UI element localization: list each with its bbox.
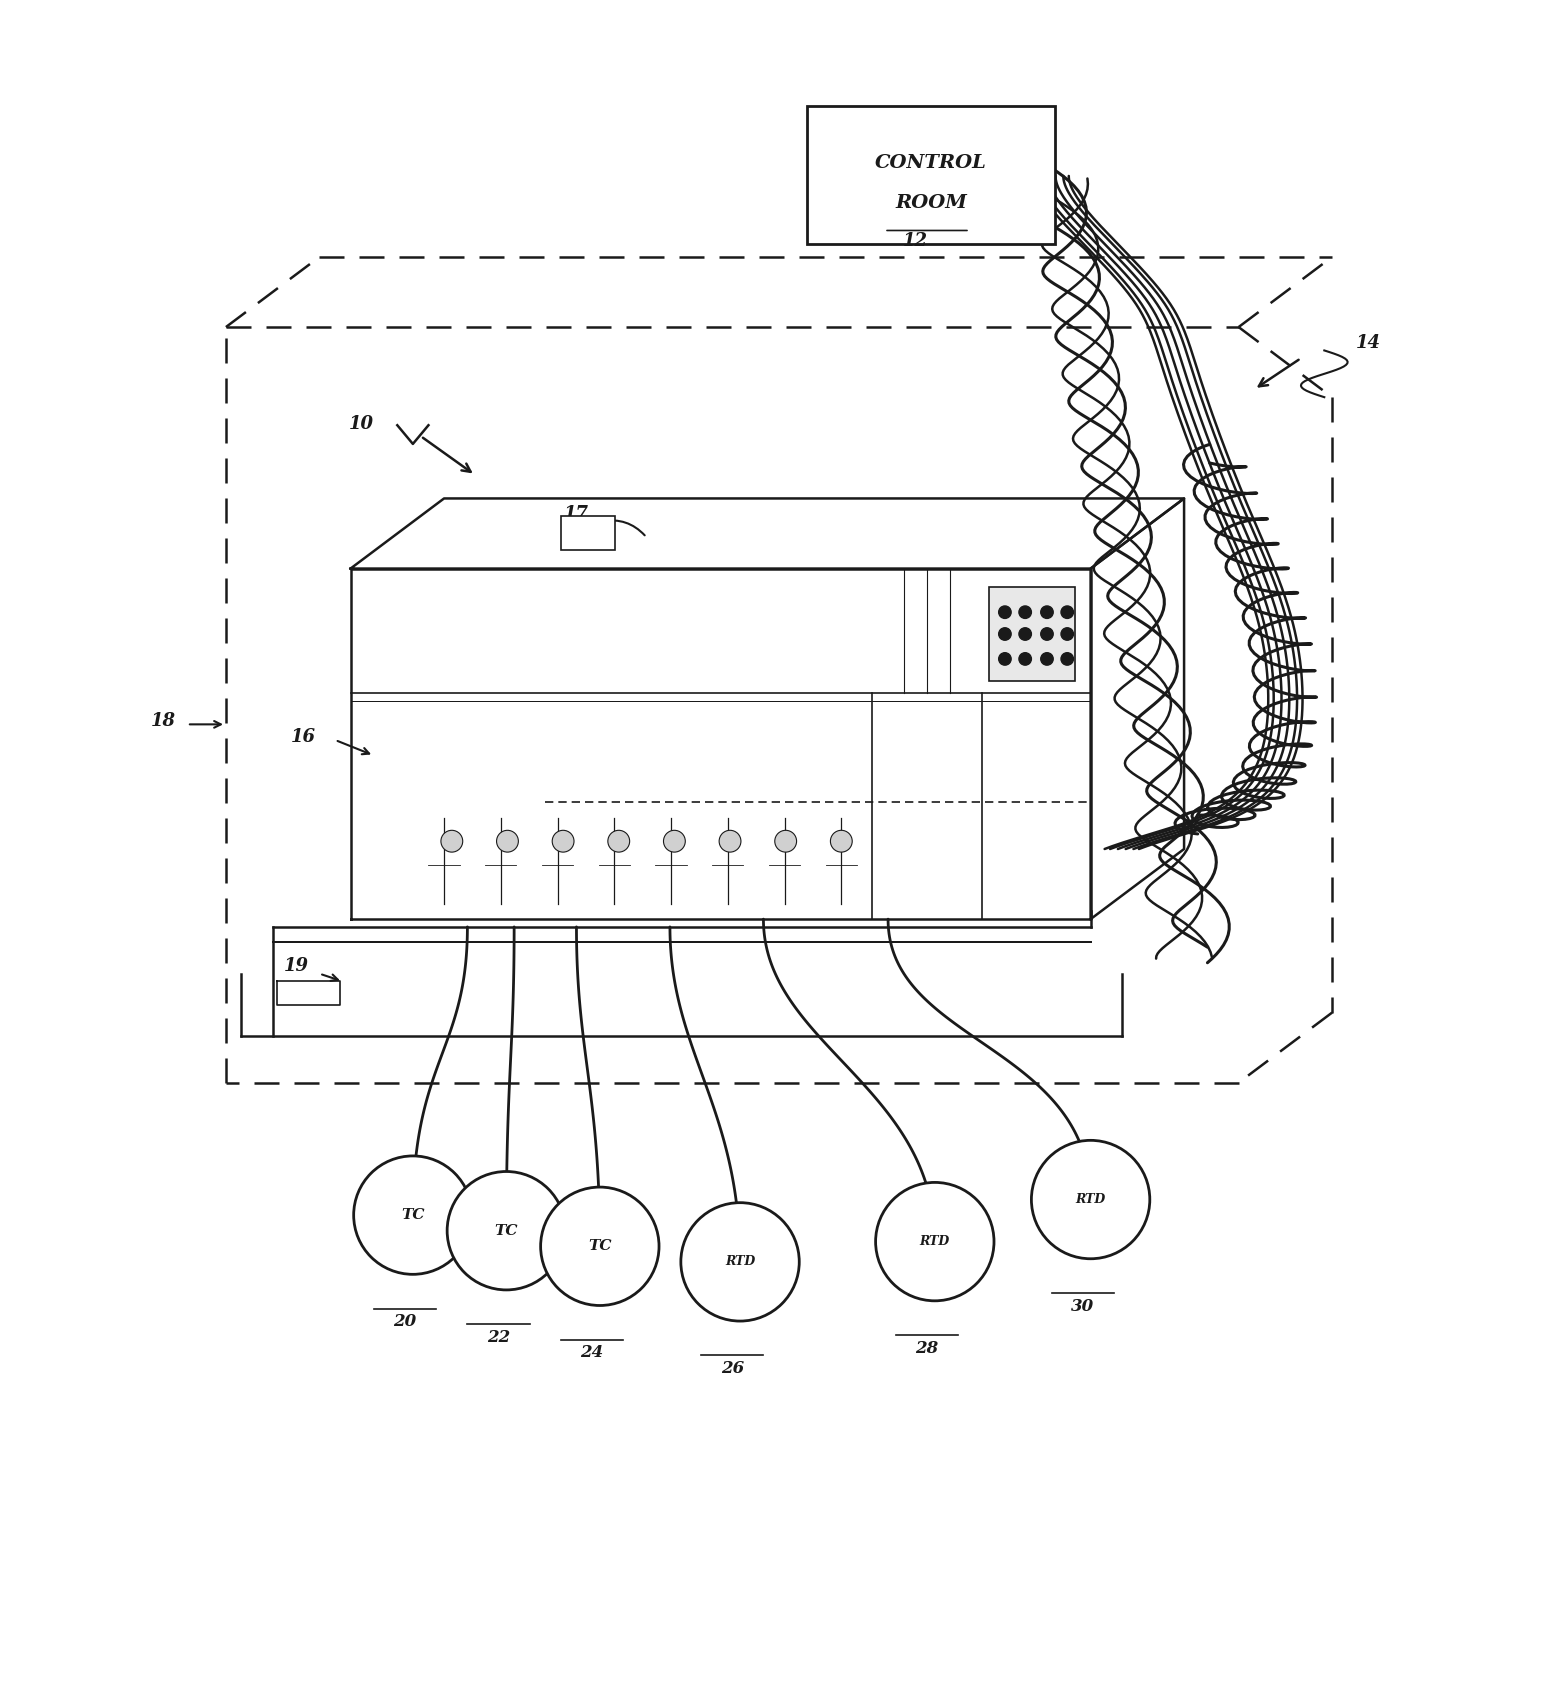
Circle shape <box>1019 628 1031 640</box>
Circle shape <box>441 830 463 852</box>
Text: TC: TC <box>494 1224 519 1238</box>
Circle shape <box>830 830 852 852</box>
Circle shape <box>541 1187 659 1306</box>
Circle shape <box>999 606 1011 618</box>
Text: 26: 26 <box>721 1360 743 1377</box>
Circle shape <box>497 830 519 852</box>
Text: 22: 22 <box>488 1330 509 1347</box>
Text: CONTROL: CONTROL <box>876 155 986 171</box>
Text: TC: TC <box>400 1209 425 1223</box>
Text: 28: 28 <box>916 1340 938 1357</box>
Circle shape <box>1061 652 1073 666</box>
Text: 18: 18 <box>151 711 176 730</box>
Text: 12: 12 <box>902 233 929 250</box>
Text: 24: 24 <box>581 1345 603 1362</box>
Text: 10: 10 <box>349 414 374 433</box>
Circle shape <box>1019 652 1031 666</box>
Text: RTD: RTD <box>919 1234 950 1248</box>
Circle shape <box>354 1156 472 1274</box>
Circle shape <box>774 830 796 852</box>
FancyBboxPatch shape <box>807 105 1055 245</box>
Circle shape <box>447 1172 566 1290</box>
Text: RTD: RTD <box>1075 1194 1106 1206</box>
Text: 14: 14 <box>1355 333 1380 351</box>
Text: RTD: RTD <box>724 1255 756 1268</box>
Circle shape <box>1019 606 1031 618</box>
Text: 17: 17 <box>564 504 589 523</box>
Bar <box>561 516 615 550</box>
Circle shape <box>664 830 686 852</box>
Circle shape <box>1041 628 1053 640</box>
Circle shape <box>1041 652 1053 666</box>
Circle shape <box>1061 606 1073 618</box>
Text: 30: 30 <box>1072 1297 1094 1314</box>
Text: TC: TC <box>587 1240 612 1253</box>
Circle shape <box>1031 1141 1150 1258</box>
Circle shape <box>552 830 573 852</box>
Circle shape <box>1041 606 1053 618</box>
Circle shape <box>681 1202 799 1321</box>
Text: 16: 16 <box>291 728 316 745</box>
Circle shape <box>608 830 629 852</box>
Circle shape <box>876 1182 994 1301</box>
Text: 19: 19 <box>284 958 308 975</box>
Text: 20: 20 <box>394 1313 416 1330</box>
Circle shape <box>1061 628 1073 640</box>
Circle shape <box>999 652 1011 666</box>
Circle shape <box>720 830 742 852</box>
Bar <box>989 588 1075 681</box>
Text: ROOM: ROOM <box>894 194 968 212</box>
Circle shape <box>999 628 1011 640</box>
